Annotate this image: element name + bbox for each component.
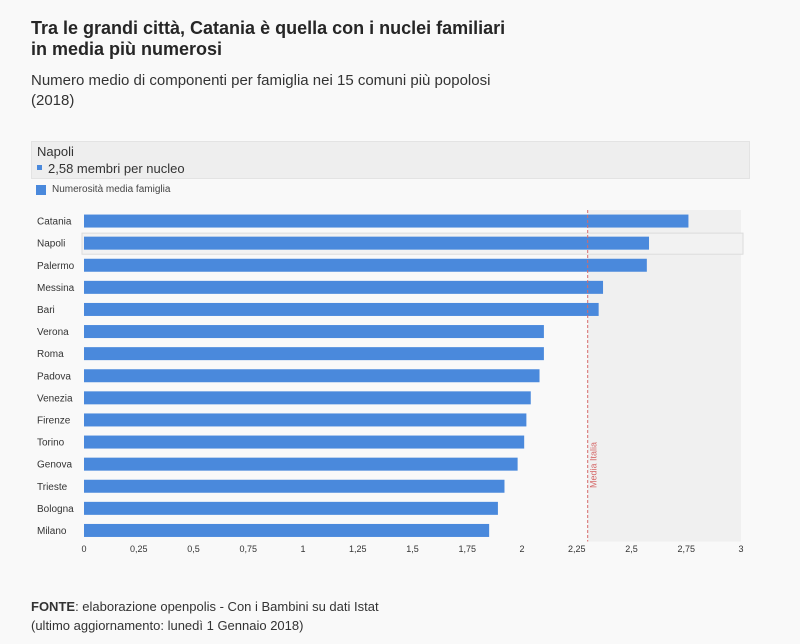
tooltip-value: 2,58 membri per nucleo bbox=[48, 161, 185, 176]
bar-catania bbox=[84, 214, 689, 228]
bar-bologna bbox=[84, 501, 498, 515]
bar-messina bbox=[84, 280, 604, 294]
reference-line-label: Media Italia bbox=[589, 442, 599, 488]
x-tick-label: 0,5 bbox=[187, 544, 200, 554]
bar-venezia bbox=[84, 391, 531, 405]
x-tick-label: 2 bbox=[519, 544, 524, 554]
legend-label: Numerosità media famiglia bbox=[52, 184, 171, 195]
category-label: Torino bbox=[37, 438, 65, 449]
chart-title: Tra le grandi città, Catania è quella co… bbox=[31, 18, 506, 59]
bar-firenze bbox=[84, 413, 527, 427]
tooltip-value-line: 2,58 membri per nucleo bbox=[37, 161, 185, 176]
bar-palermo bbox=[84, 258, 647, 272]
legend-swatch bbox=[36, 184, 46, 195]
updated-line: (ultimo aggiornamento: lunedì 1 Gennaio … bbox=[31, 618, 304, 633]
source-text: : elaborazione openpolis - Con i Bambini… bbox=[75, 599, 379, 614]
bar-milano bbox=[84, 523, 490, 537]
category-label: Roma bbox=[37, 349, 64, 360]
category-label: Trieste bbox=[37, 482, 68, 493]
category-label: Firenze bbox=[37, 415, 71, 426]
source-line: FONTE: elaborazione openpolis - Con i Ba… bbox=[31, 597, 379, 616]
legend[interactable]: Numerosità media famiglia bbox=[36, 184, 170, 195]
category-label: Messina bbox=[37, 283, 75, 294]
chart-subtitle: Numero medio di componenti per famiglia … bbox=[31, 72, 491, 109]
footer: FONTE: elaborazione openpolis - Con i Ba… bbox=[31, 597, 379, 635]
bar-verona bbox=[84, 325, 544, 339]
x-tick-label: 1,5 bbox=[406, 544, 419, 554]
category-label: Padova bbox=[37, 371, 71, 382]
bar-padova bbox=[84, 369, 540, 383]
x-tick-label: 0,75 bbox=[239, 544, 257, 554]
bar-chart: Catania Napoli Palermo Messina Bari Verona Rom… bbox=[37, 210, 744, 554]
x-tick-label: 1 bbox=[300, 544, 305, 554]
x-tick-label: 2,25 bbox=[568, 544, 586, 554]
category-label: Bologna bbox=[37, 504, 74, 515]
category-label: Bari bbox=[37, 305, 55, 316]
bar-roma bbox=[84, 347, 544, 361]
category-label: Milano bbox=[37, 526, 67, 537]
category-label: Venezia bbox=[37, 393, 73, 404]
tooltip-swatch bbox=[37, 165, 42, 171]
category-label: Genova bbox=[37, 460, 72, 471]
x-tick-label: 0 bbox=[81, 544, 86, 554]
bar-genova bbox=[84, 457, 518, 471]
tooltip-category: Napoli bbox=[37, 144, 74, 159]
category-label: Verona bbox=[37, 327, 69, 338]
bar-napoli bbox=[84, 236, 650, 250]
bar-trieste bbox=[84, 479, 505, 493]
x-tick-label: 0,25 bbox=[130, 544, 148, 554]
bar-torino bbox=[84, 435, 525, 449]
x-tick-label: 3 bbox=[738, 544, 743, 554]
tooltip: Napoli 2,58 membri per nucleo bbox=[31, 141, 750, 179]
x-tick-label: 1,75 bbox=[458, 544, 476, 554]
category-label: Catania bbox=[37, 217, 72, 228]
category-label: Napoli bbox=[37, 239, 65, 250]
x-tick-label: 2,75 bbox=[677, 544, 695, 554]
x-tick-label: 2,5 bbox=[625, 544, 638, 554]
category-label: Palermo bbox=[37, 261, 75, 272]
source-label: FONTE bbox=[31, 599, 76, 614]
bar-bari bbox=[84, 302, 599, 316]
x-tick-label: 1,25 bbox=[349, 544, 367, 554]
